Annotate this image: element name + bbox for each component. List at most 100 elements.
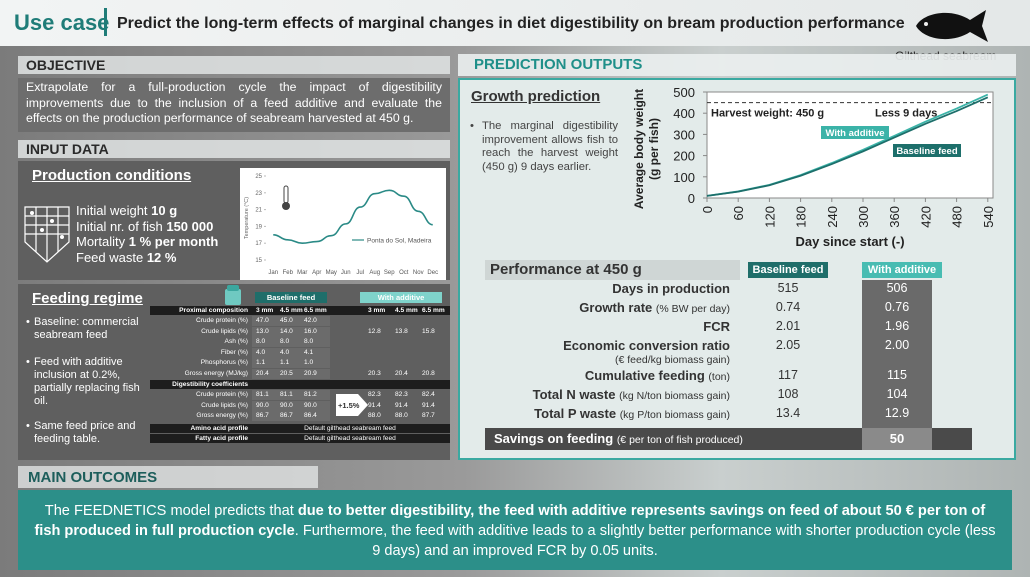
baseline-value: 1.0 [304,359,314,366]
condition-item: Feed waste 12 % [76,250,218,266]
bullet-item: • Same feed price and feeding table. [26,420,152,446]
baseline-value: 81.1 [280,391,293,398]
condition-label: Mortality [76,234,126,249]
additive-value: 82.3 [368,391,381,398]
x-tick-label: Apr [312,270,321,276]
baseline-value: 20.5 [280,369,293,377]
bullet-text: Feed with additive inclusion at 0.2%, pa… [34,356,140,407]
baseline-value: 1.1 [280,359,290,366]
x-tick-label: Jun [341,270,351,276]
x-tick-label: 420 [918,206,933,228]
baseline-value: 90.0 [280,401,293,409]
growth-chart: Average body weight (g per fish) 0 100 200 30… [632,85,996,249]
size-label: 4.5 mm [280,307,303,314]
section-heading: OBJECTIVE [18,56,450,74]
baseline-value: 0.74 [775,300,801,314]
baseline-value: 20.9 [304,369,317,377]
row-label-cell: Total N waste (kg N/ton biomass gain) [480,387,730,404]
x-tick-label: 480 [950,206,965,228]
increase-arrow: +1.5% [336,393,368,416]
baseline-cell-bg [252,326,330,337]
baseline-cell-bg [252,368,330,379]
outcomes-highlight: due to better digestibility, the feed wi… [34,503,986,539]
additive-value: 506 [886,281,908,295]
condition-value: 12 % [146,249,177,265]
baseline-cell-bg [252,390,330,400]
y-tick-label: 500 [673,85,695,100]
x-tick-label: Mar [297,270,307,276]
bullet-text: Same feed price and feeding table. [34,420,136,445]
additive-value: 88.0 [368,412,381,419]
bullet-text: Baseline: commercial seabream feed [34,316,139,341]
baseline-value: 16.0 [304,327,317,335]
row-label-cell: Growth rate (% BW per day) [480,300,730,317]
section-title: Proximal composition [179,307,248,314]
savings-label: Savings on feeding [494,431,614,446]
condition-item: Initial nr. of fish 150 000 [76,219,218,235]
baseline-value: 14.0 [280,327,293,335]
harvest-label: Harvest weight: 450 g [711,108,824,120]
condition-value: 150 000 [166,218,214,234]
additive-value: 12.9 [884,406,910,420]
baseline-value: 4.0 [280,348,290,356]
feed-bag-icon [225,285,241,305]
production-items: Initial weight 10 g Initial nr. of fish 1… [76,203,218,265]
row-label: Gross energy (%) [196,412,248,419]
y-tick-label: 400 [673,106,695,121]
additive-value: 20.3 [368,369,381,377]
performance-table: Performance at 450 g Baseline feed With ad… [480,258,1010,458]
row-unit: (ton) [708,371,730,383]
column-header: With additive [862,262,942,278]
use-case-label: Use case [14,10,110,35]
baseline-value: 1.1 [256,359,266,366]
x-tick-label: 180 [794,206,809,228]
x-tick-label: 300 [856,206,871,228]
section-heading: MAIN OUTCOMES [28,469,158,486]
y-tick-label: 19 [255,224,262,230]
row-label: FCR [703,319,730,334]
row-label-cell: FCR [480,319,730,334]
series-label: With additive [825,128,884,139]
additive-value: 115 [887,368,907,382]
row-label: Fiber (%) [220,348,248,356]
net-icon [24,206,70,263]
growth-text: • The marginal digestibility improvement … [470,120,618,173]
y-tick-label: 200 [673,149,695,164]
profile-value: Default gilthead seabream feed [304,424,396,432]
subsection-title: Growth prediction [471,88,601,105]
y-axis-unit: (g per fish) [647,118,661,180]
row-label: Crude lipids (%) [201,327,248,335]
savings-value: 50 [889,431,905,446]
savings-label-cell: Savings on feeding (€ per ton of fish pr… [494,431,743,446]
feed-table: Baseline feed With additive Proximal compo… [150,292,450,458]
row-unit: (% BW per day) [655,303,730,315]
bullet-item: • Baseline: commercial seabream feed [26,316,152,342]
additive-value: 87.7 [422,412,435,419]
x-tick-label: Oct [399,270,409,276]
section-title: Digestibility coefficients [172,381,248,388]
arrow-shape [336,393,368,416]
row-label: Days in production [612,281,730,296]
row-label: Crude protein (%) [195,317,248,324]
savings-unit: (€ per ton of fish produced) [616,434,743,446]
outcomes-text: The FEEDNETICS model predicts that [44,503,294,519]
additive-value: 104 [886,387,908,401]
additive-value: 82.4 [422,391,435,398]
feeding-bullets: • Baseline: commercial seabream feed • Feed… [26,316,152,446]
row-label-cell: Total P waste (kg P/ton biomass gain) [480,406,730,423]
y-tick-label: 25 [255,174,262,180]
additive-value: 15.8 [422,327,435,335]
baseline-value: 117 [778,368,798,382]
bullet-dot: • [26,356,30,368]
size-label: 3 mm [256,307,274,314]
profile-label: Amino acid profile [190,424,248,432]
baseline-value: 47.0 [256,317,269,324]
row-label: Total N waste [532,387,616,402]
x-tick-label: 360 [887,206,902,228]
condition-label: Feed waste [76,249,144,265]
row-label: Economic conversion ratio [563,338,730,353]
additive-column-bg [862,280,932,428]
profile-bar [150,433,450,443]
